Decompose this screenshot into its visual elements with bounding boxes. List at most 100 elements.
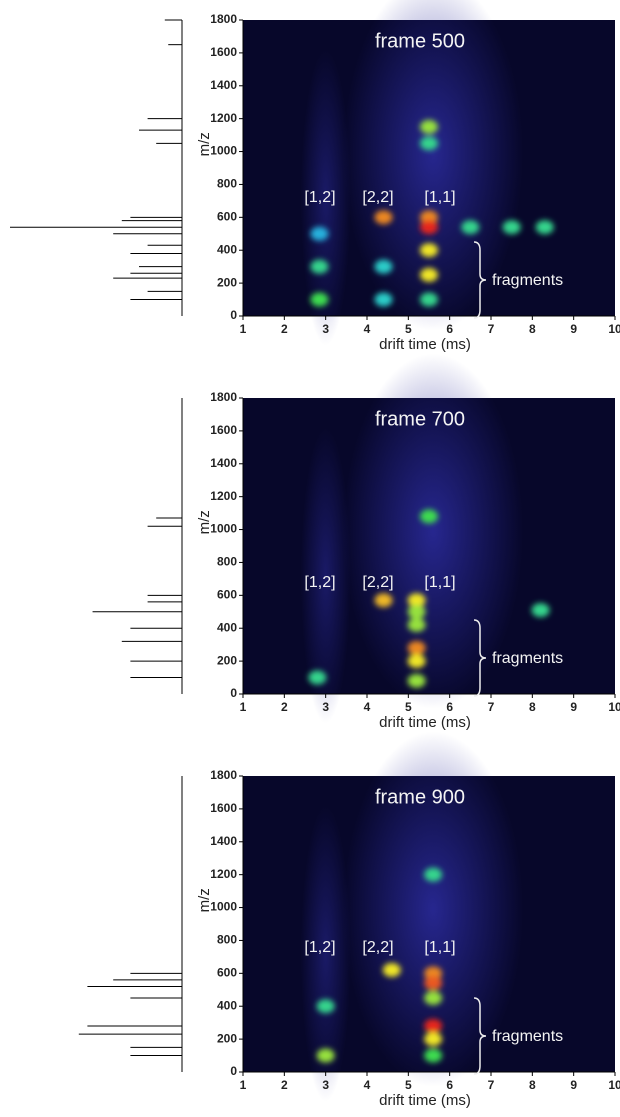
intensity-spot xyxy=(420,220,438,235)
annotation: fragments xyxy=(492,650,563,667)
x-tick-label: 6 xyxy=(446,1078,453,1092)
glow xyxy=(343,353,524,709)
intensity-spot xyxy=(420,292,438,307)
y-tick-label: 1600 xyxy=(210,423,237,437)
x-axis-label: drift time (ms) xyxy=(379,714,471,731)
brace xyxy=(473,619,487,697)
y-tick-label: 200 xyxy=(217,275,237,289)
y-tick-label: 1400 xyxy=(210,834,237,848)
intensity-spot xyxy=(374,210,393,225)
y-axis-label: m/z xyxy=(196,888,213,912)
y-tick-label: 1200 xyxy=(210,867,237,881)
intensity-spot xyxy=(424,991,443,1005)
y-tick-label: 400 xyxy=(217,998,237,1012)
x-tick-label: 9 xyxy=(570,1078,577,1092)
y-tick-label: 200 xyxy=(217,653,237,667)
y-tick-label: 1000 xyxy=(210,522,237,536)
intensity-spot xyxy=(420,509,438,524)
glow xyxy=(343,0,524,331)
intensity-spot xyxy=(374,259,393,274)
intensity-spot xyxy=(407,673,426,688)
x-axis-label: drift time (ms) xyxy=(379,1092,471,1109)
intensity-spot xyxy=(420,243,438,258)
y-tick-label: 1200 xyxy=(210,111,237,125)
peak-label: [2,2] xyxy=(362,189,393,206)
intensity-spot xyxy=(310,226,329,241)
y-tick-label: 0 xyxy=(230,308,237,322)
intensity-spot xyxy=(316,999,335,1014)
intensity-spot xyxy=(502,220,521,235)
y-tick-label: 800 xyxy=(217,933,237,947)
x-axis-label: drift time (ms) xyxy=(379,336,471,353)
spots xyxy=(316,867,443,1063)
y-tick-label: 800 xyxy=(217,177,237,191)
peak-label: [2,2] xyxy=(362,939,393,956)
intensity-spot xyxy=(424,867,443,882)
y-tick-label: 1600 xyxy=(210,45,237,59)
y-tick-label: 1600 xyxy=(210,801,237,815)
x-tick-label: 9 xyxy=(570,322,577,336)
intensity-spot xyxy=(461,220,480,235)
x-tick-label: 5 xyxy=(405,700,412,714)
x-tick-label: 7 xyxy=(488,1078,495,1092)
intensity-spot xyxy=(316,1048,335,1063)
x-tick-label: 5 xyxy=(405,322,412,336)
frame-label: frame 700 xyxy=(375,408,465,430)
x-tick-label: 3 xyxy=(322,1078,329,1092)
x-tick-label: 7 xyxy=(488,322,495,336)
x-tick-label: 6 xyxy=(446,700,453,714)
y-tick-label: 600 xyxy=(217,588,237,602)
intensity-spot xyxy=(407,617,426,632)
x-tick-label: 8 xyxy=(529,700,536,714)
intensity-spot xyxy=(310,259,329,274)
y-tick-label: 600 xyxy=(217,966,237,980)
intensity-spot xyxy=(420,267,438,282)
intensity-spot xyxy=(308,670,327,685)
x-tick-label: 6 xyxy=(446,322,453,336)
peak-label: [1,1] xyxy=(424,574,455,591)
intensity-spot xyxy=(535,220,554,235)
x-tick-label: 2 xyxy=(281,1078,288,1092)
glow xyxy=(300,427,351,724)
x-tick-label: 4 xyxy=(364,1078,371,1092)
x-tick-label: 7 xyxy=(488,700,495,714)
y-axis-label: m/z xyxy=(196,132,213,156)
y-tick-label: 1000 xyxy=(210,900,237,914)
y-tick-label: 0 xyxy=(230,1064,237,1078)
intensity-spot xyxy=(424,1032,443,1047)
intensity-spot xyxy=(420,119,438,134)
y-axis-label: m/z xyxy=(196,510,213,534)
intensity-spot xyxy=(310,292,329,307)
peak-label: [1,1] xyxy=(424,189,455,206)
frame-label: frame 900 xyxy=(375,786,465,808)
intensity-spot xyxy=(424,976,443,991)
frame-label: frame 500 xyxy=(375,30,465,52)
x-tick-label: 2 xyxy=(281,700,288,714)
y-tick-label: 1000 xyxy=(210,144,237,158)
annotation: fragments xyxy=(492,1028,563,1045)
peak-label: [1,1] xyxy=(424,939,455,956)
intensity-spot xyxy=(420,210,438,225)
intensity-spot xyxy=(374,292,393,307)
y-tick-label: 1800 xyxy=(210,768,237,782)
x-tick-label: 4 xyxy=(364,322,371,336)
y-tick-label: 1800 xyxy=(210,12,237,26)
y-tick-label: 1200 xyxy=(210,489,237,503)
intensity-spot xyxy=(374,593,393,608)
y-tick-label: 1800 xyxy=(210,390,237,404)
x-tick-label: 2 xyxy=(281,322,288,336)
y-tick-label: 600 xyxy=(217,210,237,224)
x-tick-label: 10 xyxy=(608,1078,620,1092)
glow xyxy=(300,805,351,1102)
peak-label: [2,2] xyxy=(362,574,393,591)
y-tick-label: 400 xyxy=(217,620,237,634)
intensity-spot xyxy=(424,966,443,981)
intensity-spot xyxy=(531,603,550,618)
y-tick-label: 0 xyxy=(230,686,237,700)
x-tick-label: 5 xyxy=(405,1078,412,1092)
x-tick-label: 10 xyxy=(608,700,620,714)
intensity-spot xyxy=(407,654,426,669)
intensity-spot xyxy=(382,963,401,978)
intensity-spot xyxy=(420,136,438,151)
